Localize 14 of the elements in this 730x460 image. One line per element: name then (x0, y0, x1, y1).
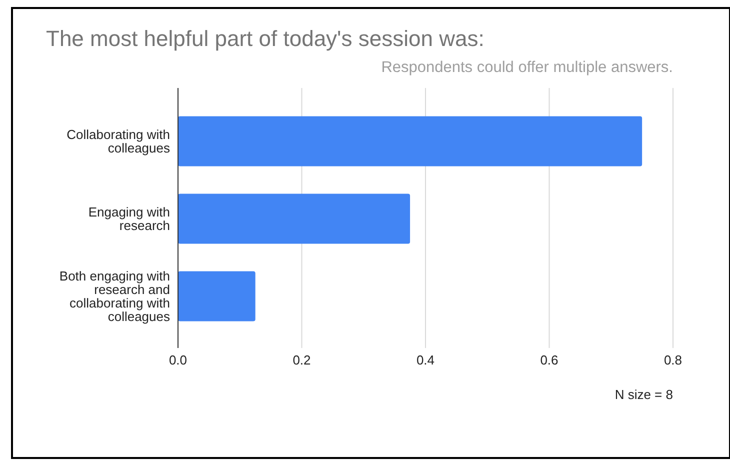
bar (178, 116, 642, 166)
x-tick-label: 0.2 (292, 352, 311, 368)
chart-title: The most helpful part of today's session was: (46, 26, 484, 51)
text: N size = 8 (614, 387, 673, 402)
x-tick-label: 0.4 (416, 352, 435, 368)
y-tick-label: Collaborating with colleagues (66, 127, 170, 156)
x-tick-label: 0.6 (540, 352, 558, 368)
bar (178, 271, 256, 322)
chart-subtitle: Respondents could offer multiple answers. (381, 59, 673, 76)
y-tick-label: Engaging with research (88, 204, 170, 233)
y-tick-label: Both engaging with research and collaborating with colleagues (59, 268, 170, 324)
x-tick-label: 0.8 (664, 352, 682, 368)
x-tick-label: 0.0 (168, 352, 188, 368)
bar (178, 194, 410, 244)
